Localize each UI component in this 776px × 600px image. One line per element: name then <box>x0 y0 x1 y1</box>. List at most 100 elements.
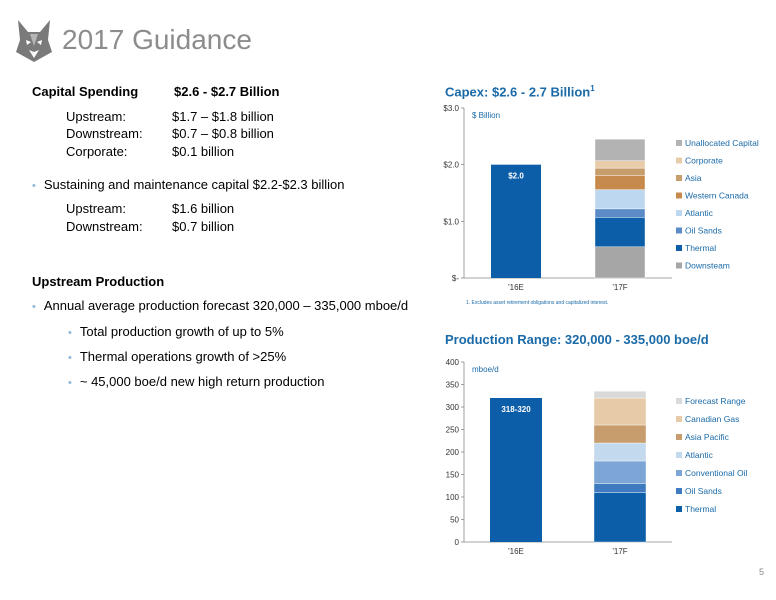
capex-chart: $- $1.0 $2.0 $3.0 $ Billion '16E '17F $2.0 Unall… <box>443 104 758 292</box>
sustaining-row-value: $1.6 billion <box>172 201 235 216</box>
bar-data-label: $2.0 <box>508 172 524 181</box>
y-tick-label: 150 <box>446 471 460 480</box>
bar-segment-canadian-gas <box>593 397 647 426</box>
bar-segment-downsteam <box>594 246 646 279</box>
legend-label-oil-sands: Oil Sands <box>685 226 722 236</box>
legend-swatch-corporate <box>676 157 682 164</box>
bar-segment-oil-sands <box>593 483 647 493</box>
bar-segment-asia-pacific <box>593 424 647 444</box>
bullet-dot: • <box>68 377 72 389</box>
bar-segment-conventional-oil <box>593 460 647 484</box>
legend-swatch-thermal <box>676 245 682 251</box>
bullet-dot: • <box>68 327 72 339</box>
bar-16e <box>491 164 541 278</box>
y-axis-unit: mboe/d <box>472 365 499 374</box>
y-tick-label: $2.0 <box>443 161 459 170</box>
bar-segment-unallocated-capital <box>594 138 646 161</box>
legend-label-conventional-oil: Conventional Oil <box>685 468 747 478</box>
legend-label-atlantic: Atlantic <box>685 208 714 218</box>
slide-title: 2017 Guidance <box>62 24 252 55</box>
husky-logo <box>16 20 52 62</box>
upstream-production-label: Upstream Production <box>32 274 165 289</box>
bar-segment-atlantic <box>593 442 647 462</box>
legend-label-unallocated-capital: Unallocated Capital <box>685 138 759 148</box>
y-tick-label: 50 <box>450 516 459 525</box>
y-tick-label: 400 <box>446 358 460 367</box>
sustaining-row-key: Downstream: <box>66 219 143 234</box>
bar-data-label: 318-320 <box>501 405 531 414</box>
x-tick-label: '17F <box>612 547 627 556</box>
x-tick-label: '17F <box>612 283 627 292</box>
sustaining-row-key: Upstream: <box>66 201 126 216</box>
bar-segment-oil-sands <box>594 208 646 218</box>
bullet-dot: • <box>32 301 36 313</box>
bullet-dot: • <box>68 352 72 364</box>
capital-spending-label: Capital Spending <box>32 84 139 99</box>
bar-segment-western-canada <box>594 175 646 190</box>
production-sub-bullet: • Thermal operations growth of >25% <box>68 349 286 364</box>
y-tick-label: 200 <box>446 448 460 457</box>
production-sub-bullet-text: Thermal operations growth of >25% <box>79 349 287 364</box>
y-tick-label: 100 <box>446 493 460 502</box>
capital-row-value: $0.1 billion <box>172 144 235 159</box>
sustaining-bullet-text: Sustaining and maintenance capital $2.2-… <box>43 177 345 192</box>
production-bullet-text: Annual average production forecast 320,0… <box>43 298 409 313</box>
legend-swatch-asia <box>676 175 682 181</box>
x-tick-label: '16E <box>508 283 524 292</box>
production-sub-bullet-text: ~ 45,000 boe/d new high return productio… <box>79 374 325 389</box>
x-tick-label: '16E <box>508 547 524 556</box>
production-sub-bullet-text: Total production growth of up to 5% <box>79 324 284 339</box>
legend-swatch-forecast-range <box>676 398 682 404</box>
y-tick-label: $3.0 <box>443 104 459 113</box>
y-tick-label: 0 <box>455 538 460 547</box>
legend-swatch-thermal <box>676 506 682 512</box>
y-tick-label: 250 <box>446 426 460 435</box>
legend-swatch-oil-sands <box>676 488 682 494</box>
legend-label-oil-sands: Oil Sands <box>685 486 722 496</box>
legend-swatch-atlantic <box>676 210 682 216</box>
bullet-dot: • <box>32 180 36 192</box>
legend-swatch-atlantic <box>676 452 682 458</box>
capital-row-key: Upstream: <box>66 109 126 124</box>
capex-chart-title: Capex: $2.6 - 2.7 Billion1 <box>445 84 595 99</box>
legend-swatch-conventional-oil <box>676 470 682 476</box>
legend-swatch-western-canada <box>676 192 682 199</box>
bar-segment-forecast-range <box>593 391 647 399</box>
capital-row-value: $1.7 – $1.8 billion <box>172 109 274 124</box>
production-sub-bullet: • Total production growth of up to 5% <box>68 324 284 339</box>
y-tick-label: $1.0 <box>443 217 459 226</box>
bar-segment-asia <box>594 167 646 176</box>
legend-swatch-unallocated-capital <box>676 140 682 146</box>
bar-segment-corporate <box>594 160 646 169</box>
legend-label-thermal: Thermal <box>685 504 716 514</box>
legend-label-downsteam: Downsteam <box>685 261 730 271</box>
legend-swatch-canadian-gas <box>676 416 682 422</box>
legend-swatch-asia-pacific <box>676 434 682 440</box>
bar-segment-thermal <box>593 492 647 543</box>
legend-label-asia: Asia <box>685 173 702 183</box>
y-tick-label: 300 <box>446 403 460 412</box>
bar-segment-thermal <box>594 217 646 248</box>
legend-label-corporate: Corporate <box>685 156 723 166</box>
production-chart-title: Production Range: 320,000 - 335,000 boe/… <box>445 332 709 347</box>
y-axis-unit: $ Billion <box>472 111 500 120</box>
legend-label-western-canada: Western Canada <box>685 191 749 201</box>
production-chart: 0 50 100 150 200 250 300 350 400 mboe/d '16E '17F 31… <box>446 358 748 556</box>
page-number: 5 <box>758 567 764 577</box>
legend-label-atlantic: Atlantic <box>685 450 714 460</box>
production-sub-bullet: • ~ 45,000 boe/d new high return producti… <box>68 374 325 389</box>
legend-label-thermal: Thermal <box>685 243 716 253</box>
bar-16e <box>490 398 542 542</box>
legend-swatch-oil-sands <box>676 227 682 234</box>
capital-spending-value: $2.6 - $2.7 Billion <box>174 84 280 99</box>
legend-label-asia-pacific: Asia Pacific <box>685 432 730 442</box>
sustaining-bullet: • Sustaining and maintenance capital $2.2… <box>32 177 345 192</box>
legend-label-canadian-gas: Canadian Gas <box>685 414 739 424</box>
production-bullet: • Annual average production forecast 320,… <box>32 298 408 313</box>
capex-chart-title-text: Capex: $2.6 - 2.7 Billion <box>445 84 591 100</box>
bar-segment-atlantic <box>594 189 646 210</box>
capital-row-key: Corporate: <box>66 144 128 159</box>
sustaining-row-value: $0.7 billion <box>172 219 235 234</box>
capital-row-value: $0.7 – $0.8 billion <box>172 126 274 141</box>
capex-footnote: 1. Excludes asset retirement obligations… <box>466 300 609 306</box>
